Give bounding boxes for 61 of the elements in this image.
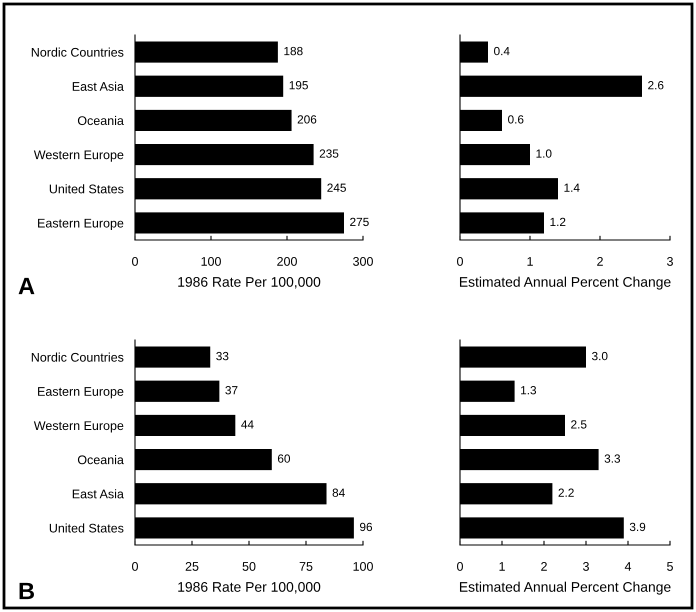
x-tick-label: 300 (353, 256, 373, 266)
x-tick-label: 3 (667, 256, 673, 266)
x-tick-label: 1 (527, 257, 533, 266)
data-label: 3.0 (592, 352, 608, 360)
data-label: 3.3 (604, 454, 620, 463)
x-tick-label: 200 (277, 256, 297, 266)
data-label: 275 (350, 218, 369, 226)
y-tick-label: Nordic Countries (32, 48, 124, 57)
x-tick-label: 100 (202, 256, 221, 266)
y-tick-label: Eastern Europe (38, 218, 124, 230)
x-tick-label: 0 (132, 562, 138, 571)
x-axis-title: Estimated Annual Percent Change (460, 582, 671, 595)
data-label: 37 (225, 386, 238, 394)
data-label: 1.2 (550, 218, 566, 226)
data-label: 188 (284, 46, 303, 56)
data-label: 2.5 (571, 420, 586, 429)
y-tick-label: Western Europe (34, 150, 124, 162)
x-axis-title: 1986 Rate Per 100,000 (178, 582, 320, 594)
y-tick-label: Nordic Countries (32, 352, 124, 362)
y-tick-label: United States (50, 184, 124, 194)
y-tick-label: United States (50, 523, 124, 533)
data-label: 60 (278, 454, 290, 463)
x-tick-label: 2 (541, 562, 547, 571)
x-tick-label: 0 (457, 256, 463, 266)
data-label: 0.4 (494, 46, 510, 56)
x-tick-label: 25 (186, 562, 198, 571)
data-label: 2.2 (558, 488, 574, 497)
x-tick-label: 75 (300, 562, 312, 571)
text: A (18, 278, 34, 294)
x-tick-label: 100 (354, 562, 373, 571)
data-label: 195 (290, 81, 308, 90)
data-label: 44 (241, 420, 254, 428)
data-label: 3.9 (630, 522, 646, 532)
y-tick-label: Western Europe (34, 421, 124, 433)
data-label: 235 (320, 149, 338, 158)
x-axis-title: Estimated Annual Percent Change (460, 276, 671, 290)
y-tick-label: East Asia (72, 489, 124, 498)
y-tick-label: Oceania (78, 455, 124, 464)
x-tick-label: 5 (667, 562, 673, 571)
data-label: 33 (216, 352, 228, 360)
x-tick-label: 0 (457, 562, 463, 571)
y-tick-label: Oceania (78, 116, 124, 126)
data-label: 245 (327, 184, 346, 192)
data-label: 1.3 (521, 386, 536, 394)
x-tick-label: 3 (583, 562, 589, 571)
data-label: 206 (298, 115, 316, 124)
x-tick-label: 2 (597, 256, 603, 266)
data-label: 1.4 (564, 184, 580, 192)
x-tick-label: 0 (132, 256, 138, 266)
y-tick-label: Eastern Europe (38, 387, 124, 398)
data-label: 2.6 (648, 81, 664, 90)
data-label: 96 (360, 522, 372, 532)
x-tick-label: 1 (499, 562, 505, 571)
x-tick-label: 50 (242, 562, 256, 571)
data-label: 1.0 (536, 149, 552, 158)
data-label: 0.6 (508, 115, 524, 124)
x-axis-title: 1986 Rate Per 100,000 (178, 277, 320, 288)
x-tick-label: 4 (624, 562, 632, 571)
y-tick-label: East Asia (72, 82, 124, 91)
data-label: 84 (332, 488, 345, 497)
text: B (20, 582, 34, 600)
